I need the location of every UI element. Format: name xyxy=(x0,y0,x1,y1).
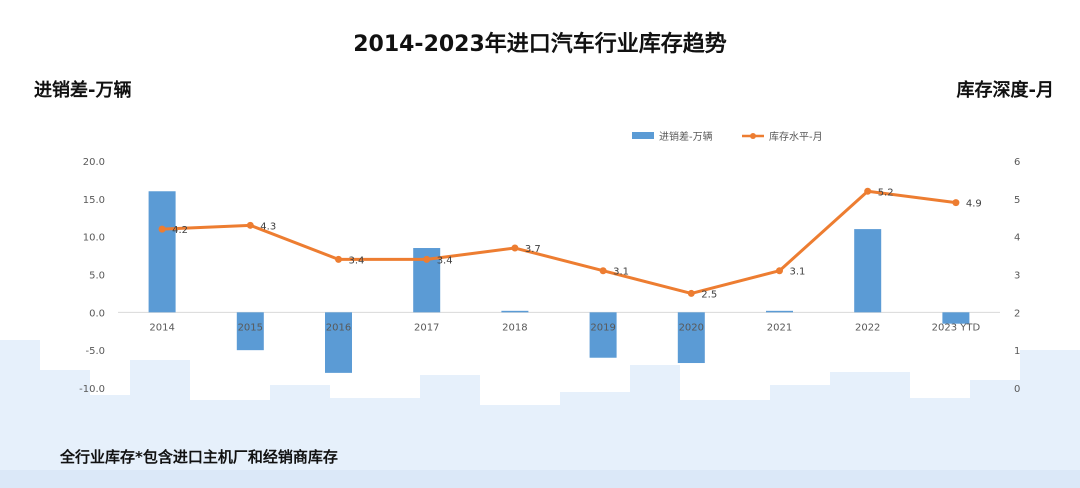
line-series-inventory-months xyxy=(162,189,957,295)
bar-2018 xyxy=(501,310,529,313)
data-label: 5.2 xyxy=(878,187,894,198)
right-axis-tick-label: 3 xyxy=(1014,271,1020,282)
legend-marker-line xyxy=(750,133,756,139)
bar-2020 xyxy=(677,312,705,364)
left-axis-tick-label: -10.0 xyxy=(79,384,105,395)
data-label: 3.4 xyxy=(437,255,453,266)
left-axis-tick-label: 15.0 xyxy=(83,195,105,206)
x-axis-tick-label: 2018 xyxy=(502,322,527,333)
right-axis-tick-label: 4 xyxy=(1014,233,1020,244)
x-axis-tick-label: 2022 xyxy=(855,322,880,333)
line-point-2022 xyxy=(864,187,872,195)
legend-label-line: 库存水平-月 xyxy=(769,130,823,143)
line-point-2015 xyxy=(246,221,254,229)
bar-2021 xyxy=(766,310,793,313)
left-axis-tick-label: 0.0 xyxy=(89,308,105,319)
right-axis-tick-label: 5 xyxy=(1014,195,1020,206)
line-point-2019 xyxy=(599,267,607,275)
right-axis-tick-label: 6 xyxy=(1014,157,1020,168)
left-axis-title: 进销差-万辆 xyxy=(34,80,132,101)
right-axis-title: 库存深度-月 xyxy=(956,80,1054,101)
x-axis-tick-label: 2015 xyxy=(238,322,263,333)
line-point-2020 xyxy=(687,289,695,297)
data-label: 3.4 xyxy=(349,255,365,266)
line-point-2018 xyxy=(511,244,519,252)
chart-title: 2014-2023年进口汽车行业库存趋势 xyxy=(353,32,727,57)
bar-2015 xyxy=(236,312,264,351)
legend-swatch-bar xyxy=(632,132,654,139)
data-label: 4.3 xyxy=(260,221,276,232)
left-axis-tick-label: 5.0 xyxy=(89,271,105,282)
legend-label-bar: 进销差-万辆 xyxy=(659,130,713,143)
line-point-2017 xyxy=(423,255,431,263)
right-axis-tick-label: 2 xyxy=(1014,308,1020,319)
data-label: 3.1 xyxy=(613,267,629,278)
bar-2016 xyxy=(325,312,352,373)
line-point-2016 xyxy=(335,255,342,263)
footnote: 全行业库存*包含进口主机厂和经销商库存 xyxy=(60,448,338,466)
x-axis-tick-label: 2021 xyxy=(767,322,792,333)
x-axis-tick-label: 2019 xyxy=(590,322,615,333)
x-axis-tick-label: 2014 xyxy=(149,322,174,333)
right-axis-tick-label: 0 xyxy=(1014,384,1020,395)
data-label: 3.7 xyxy=(525,244,541,255)
data-label: 3.1 xyxy=(790,267,806,278)
x-axis-tick-label: 2016 xyxy=(326,322,351,333)
x-axis-tick-label: 2020 xyxy=(679,322,704,333)
data-label: 4.2 xyxy=(172,225,188,236)
left-axis-tick-label: -5.0 xyxy=(85,346,105,357)
data-label: 2.5 xyxy=(701,289,717,300)
left-axis-tick-label: 20.0 xyxy=(83,157,105,168)
line-point-2023 YTD xyxy=(952,199,960,207)
bar-2023 YTD xyxy=(942,312,970,324)
line-point-2021 xyxy=(776,267,783,275)
x-axis-tick-label: 2017 xyxy=(414,322,439,333)
bar-2022 xyxy=(854,229,882,313)
left-axis-tick-label: 10.0 xyxy=(83,233,105,244)
x-axis-tick-label: 2023 YTD xyxy=(932,322,981,333)
line-point-2014 xyxy=(158,225,166,233)
right-axis-tick-label: 1 xyxy=(1014,346,1020,357)
bar-2019 xyxy=(589,312,617,358)
bar-2014 xyxy=(148,191,176,313)
data-label: 4.9 xyxy=(966,199,982,210)
